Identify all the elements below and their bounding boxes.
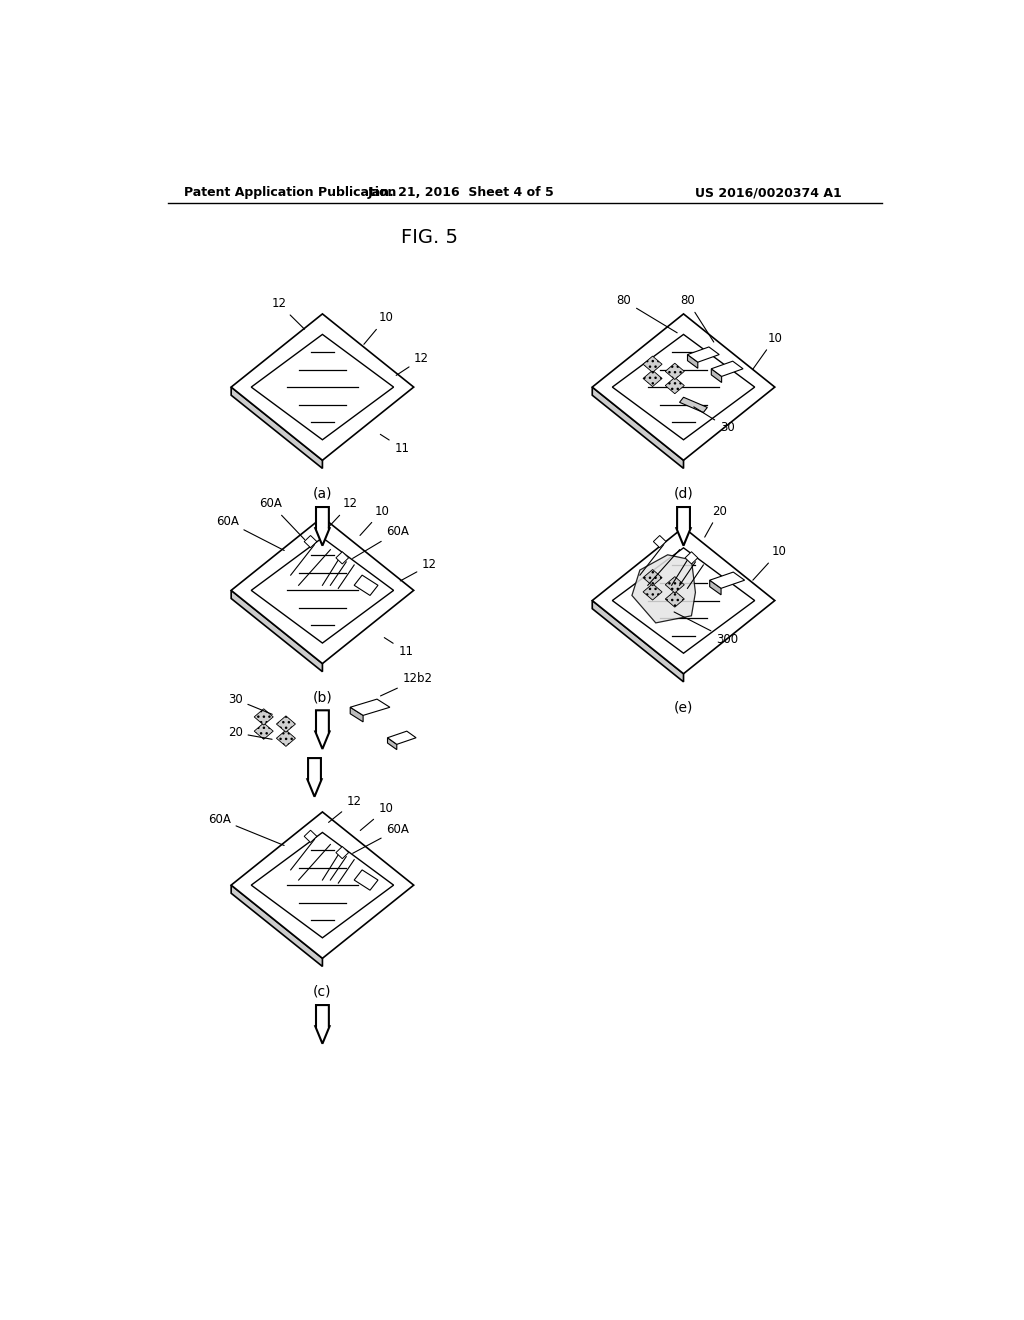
Polygon shape [251, 334, 393, 440]
Text: 60A: 60A [352, 822, 410, 853]
Text: 30: 30 [694, 407, 734, 434]
Text: (d): (d) [674, 487, 693, 500]
Text: 12b2: 12b2 [381, 672, 433, 696]
Text: (c): (c) [313, 985, 332, 999]
Text: 10: 10 [360, 504, 389, 536]
Text: 80: 80 [616, 294, 677, 333]
Text: 60A: 60A [216, 515, 285, 550]
Polygon shape [231, 517, 414, 664]
Text: 10: 10 [364, 312, 393, 345]
Text: 30: 30 [227, 693, 272, 714]
Polygon shape [231, 387, 323, 469]
Polygon shape [592, 314, 775, 461]
Polygon shape [304, 830, 316, 842]
Polygon shape [254, 723, 273, 739]
Polygon shape [592, 387, 684, 469]
Text: 20: 20 [705, 504, 727, 537]
Text: FIG. 5: FIG. 5 [401, 228, 458, 247]
Polygon shape [643, 583, 663, 601]
Text: 12: 12 [400, 558, 437, 581]
Text: 11: 11 [384, 638, 414, 657]
Text: 20: 20 [227, 726, 272, 739]
Text: 60A: 60A [352, 525, 410, 558]
Polygon shape [251, 833, 393, 937]
Polygon shape [231, 812, 414, 958]
Polygon shape [710, 581, 721, 595]
Text: 60A: 60A [208, 813, 284, 845]
Polygon shape [712, 368, 722, 383]
Polygon shape [687, 355, 697, 368]
Text: (b): (b) [312, 690, 333, 704]
Polygon shape [712, 362, 743, 376]
Polygon shape [653, 536, 666, 548]
Text: Patent Application Publication: Patent Application Publication [183, 186, 396, 199]
Polygon shape [666, 363, 684, 379]
Text: 10: 10 [753, 545, 786, 581]
Polygon shape [680, 397, 708, 412]
Text: 12: 12 [329, 498, 357, 528]
Text: 60A: 60A [259, 498, 305, 540]
Polygon shape [336, 846, 348, 859]
Polygon shape [387, 738, 396, 750]
Polygon shape [315, 1005, 330, 1044]
Polygon shape [315, 507, 330, 545]
Polygon shape [231, 314, 414, 461]
Polygon shape [354, 576, 378, 595]
Polygon shape [592, 528, 775, 673]
Polygon shape [251, 537, 393, 643]
Polygon shape [231, 590, 323, 672]
Polygon shape [307, 758, 322, 797]
Polygon shape [315, 710, 330, 748]
Polygon shape [254, 709, 273, 725]
Polygon shape [643, 356, 663, 372]
Polygon shape [632, 554, 695, 623]
Text: Jan. 21, 2016  Sheet 4 of 5: Jan. 21, 2016 Sheet 4 of 5 [368, 186, 555, 199]
Text: 80: 80 [680, 294, 714, 342]
Text: 10: 10 [753, 331, 782, 370]
Polygon shape [710, 572, 744, 589]
Polygon shape [592, 601, 684, 682]
Text: 12: 12 [396, 352, 429, 375]
Polygon shape [643, 569, 663, 586]
Polygon shape [643, 371, 663, 387]
Polygon shape [350, 700, 390, 715]
Polygon shape [276, 730, 296, 746]
Text: 12: 12 [329, 795, 361, 822]
Polygon shape [666, 577, 684, 593]
Polygon shape [354, 870, 378, 890]
Polygon shape [336, 552, 348, 564]
Text: 300: 300 [674, 612, 738, 645]
Polygon shape [666, 591, 684, 607]
Polygon shape [276, 715, 296, 733]
Polygon shape [687, 347, 719, 362]
Polygon shape [304, 536, 316, 548]
Polygon shape [666, 378, 684, 393]
Polygon shape [677, 507, 690, 545]
Text: (e): (e) [674, 700, 693, 714]
Text: US 2016/0020374 A1: US 2016/0020374 A1 [695, 186, 842, 199]
Polygon shape [685, 552, 697, 564]
Text: 11: 11 [380, 434, 410, 454]
Polygon shape [612, 548, 755, 653]
Polygon shape [231, 886, 323, 966]
Polygon shape [350, 708, 364, 722]
Text: (a): (a) [312, 487, 332, 500]
Polygon shape [612, 334, 755, 440]
Text: 12: 12 [271, 297, 304, 329]
Text: 10: 10 [360, 803, 393, 830]
Polygon shape [387, 731, 416, 744]
